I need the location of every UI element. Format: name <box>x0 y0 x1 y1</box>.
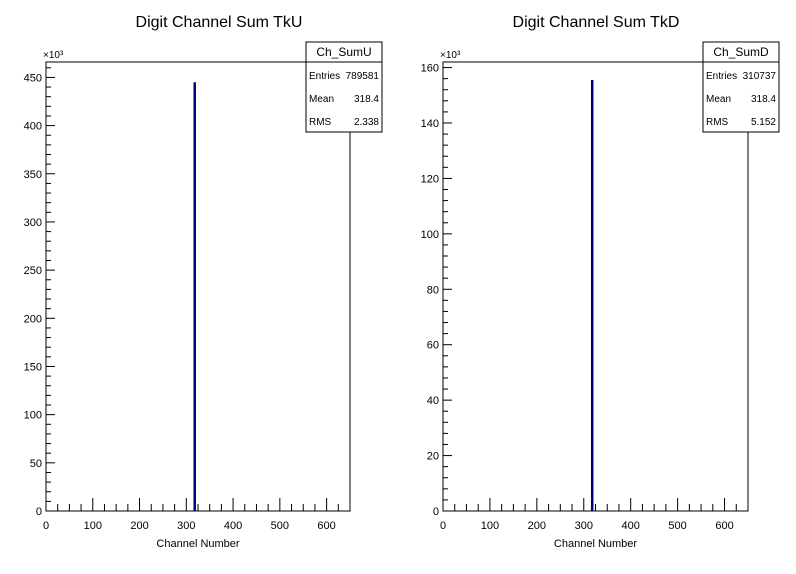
stats-row-value: 318.4 <box>354 94 379 105</box>
stats-row-value: 318.4 <box>751 94 776 105</box>
x-tick-label: 200 <box>130 520 148 532</box>
x-tick-label: 500 <box>271 520 289 532</box>
x-axis-label: Channel Number <box>554 538 637 550</box>
stats-row-label: Mean <box>706 94 731 105</box>
stats-row-value: 789581 <box>346 71 380 82</box>
stats-box-name: Ch_SumD <box>713 45 769 59</box>
x-tick-label: 0 <box>440 520 446 532</box>
y-tick-label: 100 <box>421 229 439 241</box>
x-tick-label: 200 <box>528 520 546 532</box>
stats-row-label: RMS <box>309 117 332 128</box>
x-tick-label: 300 <box>575 520 593 532</box>
y-tick-label: 120 <box>421 173 439 185</box>
y-exponent-label: ×10³ <box>440 50 461 61</box>
y-tick-label: 50 <box>30 458 42 470</box>
stats-box-frame <box>305 41 383 133</box>
x-tick-label: 500 <box>668 520 686 532</box>
chart-title: Digit Channel Sum TkD <box>513 14 680 31</box>
y-tick-label: 400 <box>24 121 42 133</box>
plot-frame <box>45 61 351 512</box>
chart-title: Digit Channel Sum TkU <box>136 14 303 31</box>
plot-frame <box>442 61 749 512</box>
stats-box-name: Ch_SumU <box>316 45 371 59</box>
x-tick-label: 400 <box>224 520 242 532</box>
stats-row-label: Mean <box>309 94 334 105</box>
y-tick-label: 0 <box>36 506 42 518</box>
y-tick-label: 150 <box>24 361 42 373</box>
y-tick-label: 60 <box>427 340 439 352</box>
y-tick-label: 300 <box>24 217 42 229</box>
y-tick-label: 100 <box>24 410 42 422</box>
x-tick-label: 100 <box>84 520 102 532</box>
stats-row-label: Entries <box>706 71 737 82</box>
y-tick-label: 350 <box>24 169 42 181</box>
y-tick-label: 250 <box>24 265 42 277</box>
stats-box: Ch_SumU Entries 789581 Mean 318.4 RMS 2.338 <box>305 41 383 133</box>
y-tick-label: 200 <box>24 313 42 325</box>
x-axis-label: Channel Number <box>156 538 239 550</box>
histogram-panel-1: Digit Channel Sum TkU ×10³ 0 50 100 150 200 250… <box>24 14 383 550</box>
y-tick-label: 40 <box>427 395 439 407</box>
x-tick-label: 0 <box>43 520 49 532</box>
stats-row-value: 5.152 <box>751 117 776 128</box>
x-tick-label: 600 <box>317 520 335 532</box>
y-tick-label: 450 <box>24 72 42 84</box>
y-tick-label: 140 <box>421 118 439 130</box>
x-tick-label: 600 <box>715 520 733 532</box>
y-tick-label: 80 <box>427 284 439 296</box>
x-tick-label: 100 <box>481 520 499 532</box>
stats-row-label: RMS <box>706 117 729 128</box>
stats-row-value: 310737 <box>743 71 777 82</box>
stats-box: Ch_SumD Entries 310737 Mean 318.4 RMS 5.152 <box>702 41 780 133</box>
y-tick-label: 20 <box>427 451 439 463</box>
stats-row-label: Entries <box>309 71 340 82</box>
x-tick-label: 400 <box>622 520 640 532</box>
histogram-panel-2: Digit Channel Sum TkD ×10³ 0 20 40 60 80 100 120… <box>421 14 780 550</box>
stats-box-frame <box>702 41 780 133</box>
x-tick-label: 300 <box>177 520 195 532</box>
y-tick-label: 0 <box>433 506 439 518</box>
y-tick-label: 160 <box>421 63 439 75</box>
stats-row-value: 2.338 <box>354 117 379 128</box>
y-exponent-label: ×10³ <box>43 50 64 61</box>
